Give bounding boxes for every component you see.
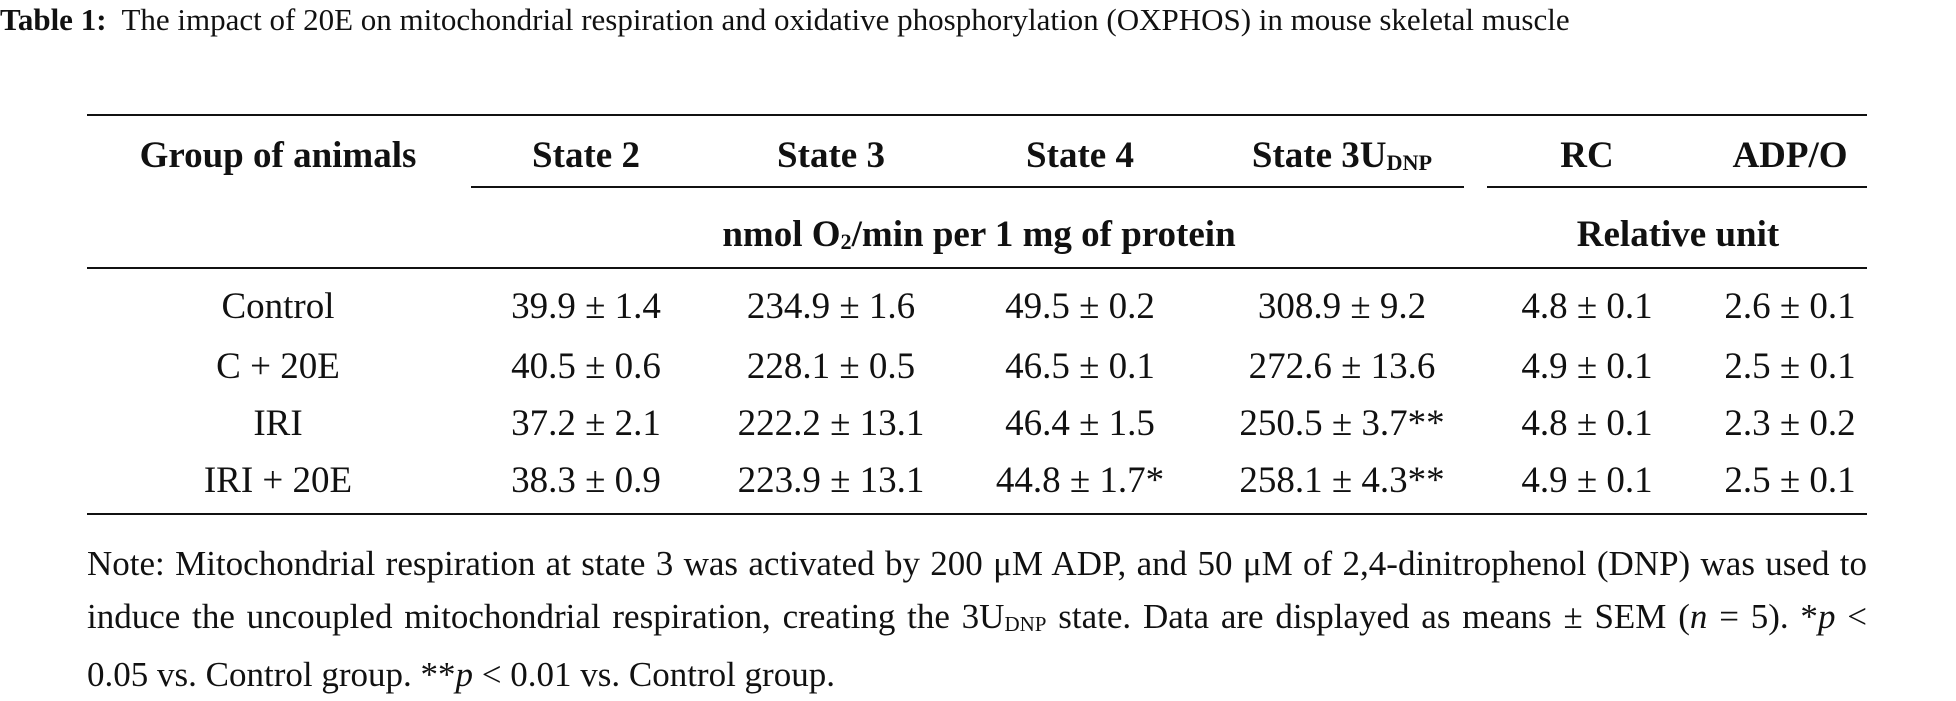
value-cell: 223.9 ± 13.1	[737, 460, 925, 501]
top-rule	[87, 114, 1867, 116]
header-cell: State 3UDNP	[1132, 131, 1552, 185]
value-cell: 228.1 ± 0.5	[746, 346, 916, 387]
header-rule	[471, 186, 1464, 188]
note-italic: p	[1817, 597, 1836, 636]
value-cell: 2.6 ± 0.1	[1724, 286, 1856, 327]
value-cell: 2.3 ± 0.2	[1724, 403, 1856, 444]
value-cell: 37.2 ± 2.1	[511, 403, 661, 444]
value-cell: 222.2 ± 13.1	[737, 403, 925, 444]
value-cell: 4.9 ± 0.1	[1521, 460, 1653, 501]
caption-text: The impact of 20E on mitochondrial respi…	[121, 2, 1570, 37]
caption: Table 1: The impact of 20E on mitochondr…	[0, 0, 1950, 40]
value-cell: 4.8 ± 0.1	[1521, 286, 1653, 327]
value-cell: 49.5 ± 0.2	[1005, 286, 1155, 327]
caption-label: Table 1:	[0, 2, 107, 37]
value-cell: 2.5 ± 0.1	[1724, 346, 1856, 387]
group-cell: Control	[221, 286, 335, 327]
note-text: < 0.05 vs. Control group. **	[87, 597, 1867, 694]
note-italic: n	[1689, 597, 1708, 636]
value-cell: 4.9 ± 0.1	[1521, 346, 1653, 387]
value-cell: 44.8 ± 1.7*	[995, 460, 1165, 501]
value-cell: 40.5 ± 0.6	[511, 346, 661, 387]
group-cell: IRI	[253, 403, 303, 444]
note-text: Note: Mitochondrial respiration at state…	[87, 544, 1867, 636]
note: Note: Mitochondrial respiration at state…	[87, 537, 1867, 701]
header-cell: ADP/O	[1732, 135, 1848, 176]
header-cell: Group of animals	[139, 135, 417, 176]
value-cell: 39.9 ± 1.4	[511, 286, 661, 327]
value-cell: 308.9 ± 9.2	[1257, 286, 1427, 327]
note-text: state. Data are displayed as means ± SEM…	[1046, 597, 1690, 636]
units-text: nmol O	[722, 214, 841, 255]
value-cell: 258.1 ± 4.3**	[1239, 460, 1445, 501]
header-cell: State 4	[1026, 135, 1134, 176]
value-cell: 234.9 ± 1.6	[746, 286, 916, 327]
value-cell: 46.5 ± 0.1	[1005, 346, 1155, 387]
note-subscript: DNP	[1004, 612, 1047, 637]
header-rule	[1487, 186, 1867, 188]
group-cell: IRI + 20E	[203, 460, 353, 501]
header-cell: RC	[1560, 135, 1614, 176]
mid-rule	[87, 267, 1867, 269]
units-subscript: 2	[840, 229, 852, 255]
header-cell: State 2	[532, 135, 640, 176]
value-cell: 2.5 ± 0.1	[1724, 460, 1856, 501]
bottom-rule	[87, 513, 1867, 515]
group-cell: C + 20E	[216, 346, 340, 387]
units-cell: Relative unit	[1576, 214, 1780, 255]
header-cell: State 3	[777, 135, 885, 176]
note-text: < 0.01 vs. Control group.	[472, 655, 835, 694]
header-text: State 3U	[1251, 135, 1387, 176]
value-cell: 272.6 ± 13.6	[1248, 346, 1436, 387]
units-text: /min per 1 mg of protein	[851, 214, 1236, 255]
value-cell: 46.4 ± 1.5	[1005, 403, 1155, 444]
note-italic: p	[455, 655, 473, 694]
note-text: = 5). *	[1707, 597, 1818, 636]
value-cell: 4.8 ± 0.1	[1521, 403, 1653, 444]
value-cell: 250.5 ± 3.7**	[1239, 403, 1445, 444]
value-cell: 38.3 ± 0.9	[511, 460, 661, 501]
units-cell: nmol O2/min per 1 mg of protein	[569, 210, 1389, 264]
header-subscript: DNP	[1386, 150, 1433, 176]
